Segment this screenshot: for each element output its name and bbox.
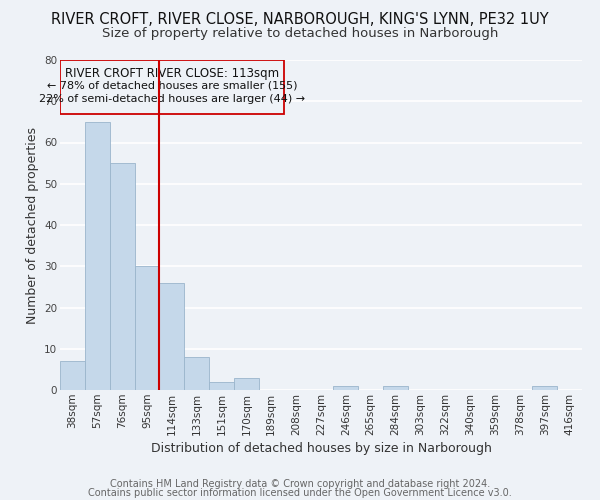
Bar	[85, 122, 110, 390]
Text: 22% of semi-detached houses are larger (44) →: 22% of semi-detached houses are larger (…	[39, 94, 305, 104]
Text: ← 78% of detached houses are smaller (155): ← 78% of detached houses are smaller (15…	[47, 80, 297, 90]
Bar	[334, 386, 358, 390]
Text: RIVER CROFT, RIVER CLOSE, NARBOROUGH, KING'S LYNN, PE32 1UY: RIVER CROFT, RIVER CLOSE, NARBOROUGH, KI…	[51, 12, 549, 28]
Text: Contains public sector information licensed under the Open Government Licence v3: Contains public sector information licen…	[88, 488, 512, 498]
Bar	[234, 378, 259, 390]
Bar	[134, 266, 160, 390]
Bar	[532, 386, 557, 390]
Text: Size of property relative to detached houses in Narborough: Size of property relative to detached ho…	[102, 28, 498, 40]
Y-axis label: Number of detached properties: Number of detached properties	[26, 126, 38, 324]
Bar	[184, 357, 209, 390]
Bar	[160, 283, 184, 390]
Bar	[209, 382, 234, 390]
Text: Contains HM Land Registry data © Crown copyright and database right 2024.: Contains HM Land Registry data © Crown c…	[110, 479, 490, 489]
Bar	[60, 60, 284, 114]
Text: RIVER CROFT RIVER CLOSE: 113sqm: RIVER CROFT RIVER CLOSE: 113sqm	[65, 68, 279, 80]
Bar	[60, 361, 85, 390]
Bar	[110, 163, 134, 390]
Bar	[383, 386, 408, 390]
X-axis label: Distribution of detached houses by size in Narborough: Distribution of detached houses by size …	[151, 442, 491, 455]
